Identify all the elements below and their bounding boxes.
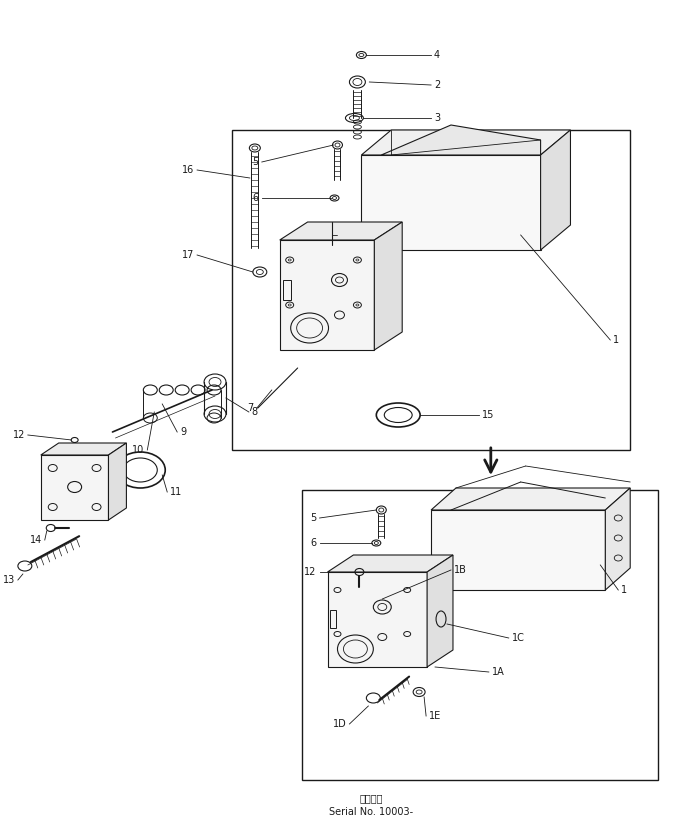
Text: 1D: 1D (333, 719, 346, 729)
Text: 5: 5 (310, 513, 316, 523)
Polygon shape (427, 555, 453, 667)
Text: 1: 1 (621, 585, 627, 595)
Polygon shape (375, 222, 402, 350)
Text: 7: 7 (247, 403, 254, 413)
Text: 5: 5 (253, 157, 259, 167)
Text: 12: 12 (304, 567, 316, 577)
Polygon shape (41, 455, 108, 520)
Polygon shape (362, 130, 571, 155)
Polygon shape (328, 555, 453, 572)
Text: 14: 14 (30, 535, 42, 545)
Text: 9: 9 (180, 427, 187, 437)
Text: 6: 6 (310, 538, 316, 548)
Text: 10: 10 (132, 445, 145, 455)
Polygon shape (41, 443, 126, 455)
Bar (232, 130, 630, 450)
Polygon shape (328, 572, 427, 667)
Polygon shape (362, 155, 541, 250)
Text: 13: 13 (3, 575, 15, 585)
Polygon shape (381, 125, 541, 155)
Text: 15: 15 (482, 410, 494, 420)
Bar (301, 490, 658, 780)
Polygon shape (280, 240, 375, 350)
Text: 4: 4 (434, 50, 440, 60)
Bar (283, 280, 291, 300)
Text: 1C: 1C (512, 633, 525, 643)
Text: Serial No. 10003-: Serial No. 10003- (329, 807, 414, 817)
Polygon shape (605, 488, 630, 590)
Bar (329, 610, 337, 628)
Polygon shape (541, 130, 571, 250)
Polygon shape (280, 222, 402, 240)
Text: 6: 6 (253, 193, 259, 203)
Polygon shape (431, 510, 605, 590)
Text: 8: 8 (252, 407, 258, 417)
Text: 16: 16 (182, 165, 194, 175)
Text: 2: 2 (434, 80, 440, 90)
Text: 1A: 1A (492, 667, 504, 677)
Text: 1E: 1E (429, 711, 441, 721)
Text: 12: 12 (12, 430, 25, 440)
Text: 通用号机: 通用号机 (360, 793, 383, 803)
Text: 11: 11 (170, 487, 183, 497)
Text: 1: 1 (613, 335, 619, 345)
Text: 3: 3 (434, 113, 440, 123)
Polygon shape (431, 488, 630, 510)
Text: 1B: 1B (454, 565, 467, 575)
Text: 17: 17 (182, 250, 194, 260)
Polygon shape (108, 443, 126, 520)
